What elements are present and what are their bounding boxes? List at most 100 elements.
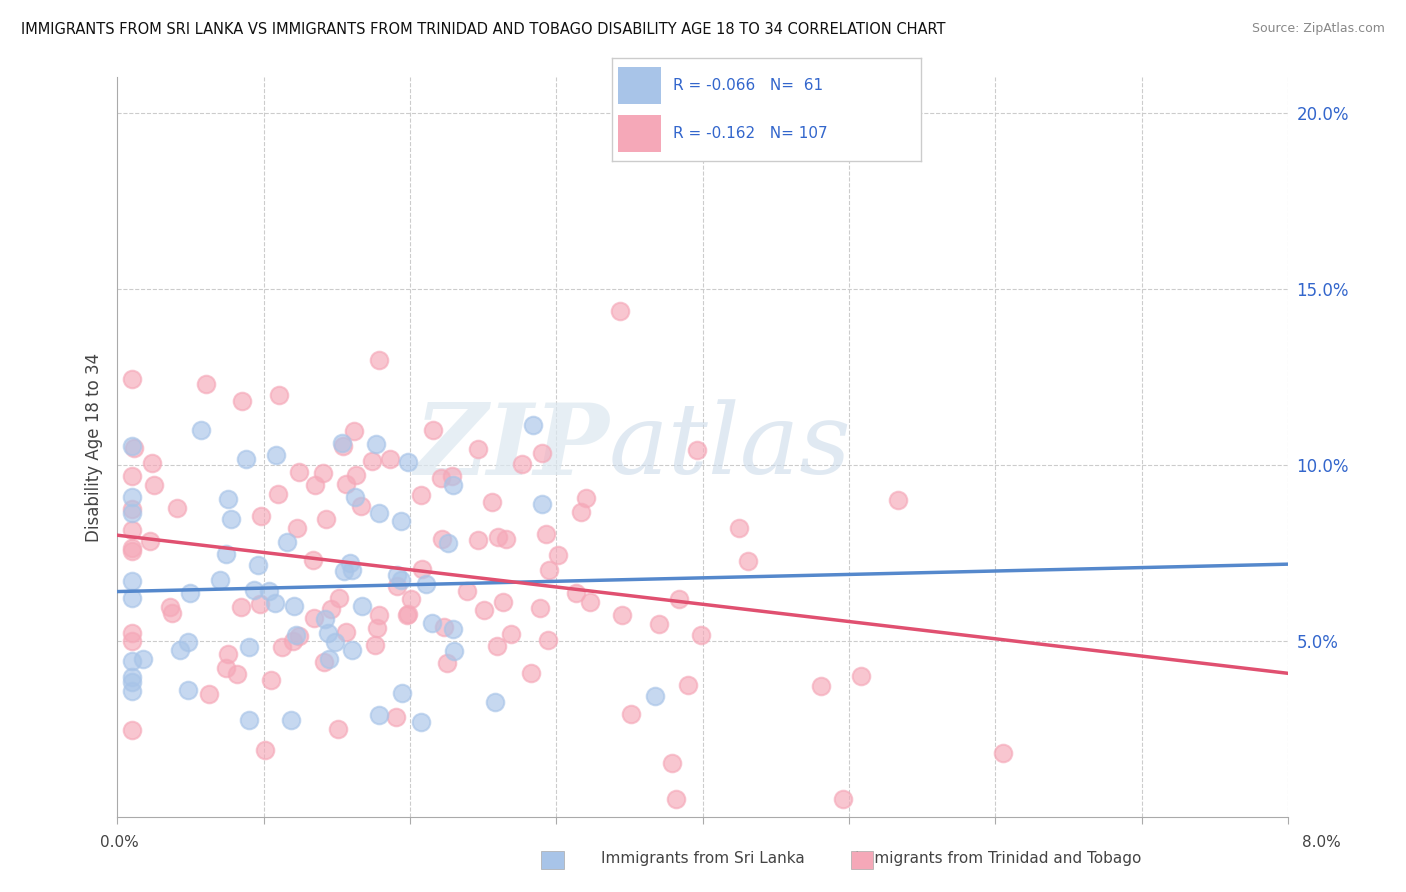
Point — [579, 595, 602, 609]
Point — [399, 591, 422, 606]
Point — [319, 602, 342, 616]
Point — [411, 488, 433, 502]
Point — [391, 686, 413, 700]
Point — [610, 608, 633, 623]
Point — [810, 679, 832, 693]
Point — [389, 515, 412, 529]
Point — [316, 626, 339, 640]
Point — [190, 423, 212, 437]
Point — [121, 634, 143, 648]
Point — [121, 591, 143, 605]
Point — [443, 643, 465, 657]
Point — [121, 683, 143, 698]
Point — [177, 634, 200, 648]
Point — [340, 642, 363, 657]
Point — [159, 599, 181, 614]
Point — [246, 558, 269, 573]
Point — [121, 723, 143, 737]
Text: R = -0.066   N=  61: R = -0.066 N= 61 — [673, 78, 824, 93]
Point — [409, 714, 432, 729]
Text: 0.0%: 0.0% — [100, 836, 139, 850]
Point — [360, 454, 382, 468]
Point — [121, 543, 143, 558]
Text: 8.0%: 8.0% — [1302, 836, 1341, 850]
Point — [160, 607, 183, 621]
Point — [271, 640, 294, 655]
Point — [368, 506, 391, 520]
Point — [314, 612, 336, 626]
Point — [368, 352, 391, 367]
Point — [676, 677, 699, 691]
Point — [441, 478, 464, 492]
Point — [832, 792, 855, 806]
Point — [121, 670, 143, 684]
Point — [318, 652, 340, 666]
Point — [389, 574, 412, 588]
Point — [665, 792, 688, 806]
Point — [647, 617, 669, 632]
Point — [121, 574, 143, 588]
Point — [396, 454, 419, 468]
Point — [121, 507, 143, 521]
Point — [510, 457, 533, 471]
Point — [340, 563, 363, 577]
Point — [367, 708, 389, 723]
Point — [121, 541, 143, 555]
Point — [547, 548, 569, 562]
Point — [253, 743, 276, 757]
Point — [121, 438, 143, 452]
Point — [208, 573, 231, 587]
Point — [285, 521, 308, 535]
Point — [339, 556, 361, 570]
Point — [229, 600, 252, 615]
Point — [121, 502, 143, 516]
Point — [537, 563, 560, 577]
Point — [121, 674, 143, 689]
Text: atlas: atlas — [609, 400, 852, 495]
Point — [276, 535, 298, 549]
Point — [422, 616, 444, 631]
Point — [332, 565, 354, 579]
Bar — [617, 67, 661, 104]
Point — [283, 599, 305, 614]
Point — [302, 553, 325, 567]
Bar — [617, 115, 661, 153]
Point — [326, 722, 349, 736]
Text: ZIP: ZIP — [413, 399, 609, 495]
Point — [367, 608, 389, 623]
Point — [332, 439, 354, 453]
Point — [139, 533, 162, 548]
Point — [312, 656, 335, 670]
Point — [395, 608, 418, 623]
Point — [344, 468, 367, 483]
Point — [565, 585, 588, 599]
Point — [441, 622, 464, 636]
Point — [499, 627, 522, 641]
Point — [661, 756, 683, 771]
Point — [531, 446, 554, 460]
Point — [121, 469, 143, 483]
Point — [215, 547, 238, 561]
Point — [141, 456, 163, 470]
Point — [415, 577, 437, 591]
Point — [536, 527, 558, 541]
Point — [495, 532, 517, 546]
Point — [335, 625, 357, 640]
Point — [887, 493, 910, 508]
Point — [467, 533, 489, 548]
Point — [235, 451, 257, 466]
Point — [169, 642, 191, 657]
Point — [217, 491, 239, 506]
Point — [364, 638, 387, 652]
Text: Immigrants from Sri Lanka: Immigrants from Sri Lanka — [602, 851, 804, 865]
Point — [436, 536, 458, 550]
Point — [350, 500, 373, 514]
Point — [335, 476, 357, 491]
Text: IMMIGRANTS FROM SRI LANKA VS IMMIGRANTS FROM TRINIDAD AND TOBAGO DISABILITY AGE : IMMIGRANTS FROM SRI LANKA VS IMMIGRANTS … — [21, 22, 946, 37]
Point — [644, 689, 666, 703]
Point — [132, 651, 155, 665]
Point — [121, 490, 143, 504]
Point — [411, 562, 433, 576]
Point — [121, 625, 143, 640]
Point — [121, 372, 143, 386]
